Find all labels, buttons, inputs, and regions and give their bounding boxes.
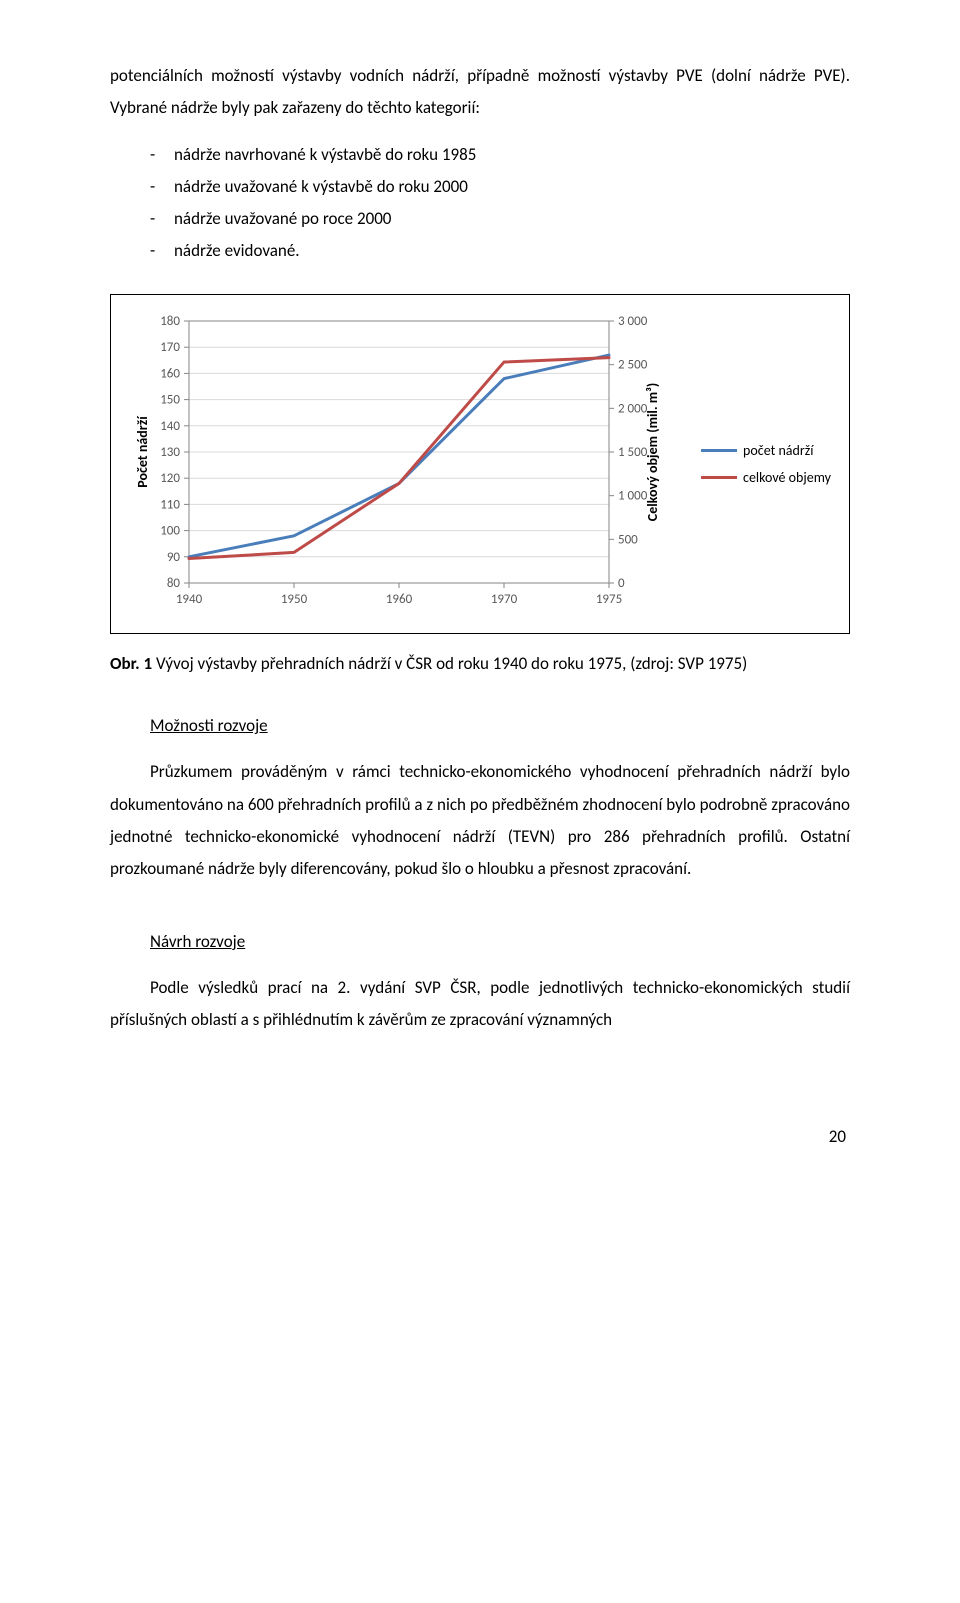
svg-text:180: 180: [160, 314, 180, 329]
category-list: -nádrže navrhované k výstavbě do roku 19…: [110, 139, 850, 268]
list-item-text: nádrže navrhované k výstavbě do roku 198…: [174, 139, 476, 171]
chart-legend: počet nádrží celkové objemy: [683, 442, 831, 486]
svg-text:130: 130: [160, 445, 180, 460]
svg-text:1970: 1970: [491, 592, 518, 607]
svg-text:500: 500: [618, 532, 638, 547]
document-page: potenciálních možností výstavby vodních …: [0, 0, 960, 1187]
paragraph-navrh: Podle výsledků prací na 2. vydání SVP ČS…: [110, 972, 850, 1037]
svg-text:110: 110: [160, 497, 180, 512]
intro-paragraph: potenciálních možností výstavby vodních …: [110, 60, 850, 125]
legend-label: počet nádrží: [743, 442, 813, 459]
svg-text:150: 150: [160, 392, 180, 407]
svg-text:100: 100: [160, 523, 180, 538]
list-item-text: nádrže evidované.: [174, 235, 300, 267]
svg-text:80: 80: [167, 576, 181, 591]
heading-moznosti: Možnosti rozvoje: [110, 710, 850, 742]
list-item-text: nádrže uvažované k výstavbě do roku 2000: [174, 171, 468, 203]
svg-text:1950: 1950: [281, 592, 308, 607]
chart-svg-container: 809010011012013014015016017018005001 000…: [129, 309, 683, 619]
list-item: -nádrže uvažované k výstavbě do roku 200…: [110, 171, 850, 203]
svg-text:140: 140: [160, 419, 180, 434]
legend-label: celkové objemy: [743, 469, 831, 486]
svg-text:2 500: 2 500: [618, 357, 648, 372]
line-chart: 809010011012013014015016017018005001 000…: [129, 309, 669, 619]
legend-row: počet nádrží: [701, 442, 831, 459]
list-item: -nádrže navrhované k výstavbě do roku 19…: [110, 139, 850, 171]
caption-label: Obr. 1: [110, 653, 152, 674]
bullet-icon: -: [150, 171, 174, 203]
svg-text:160: 160: [160, 366, 180, 381]
list-item: -nádrže evidované.: [110, 235, 850, 267]
chart-frame: 809010011012013014015016017018005001 000…: [110, 294, 850, 634]
bullet-icon: -: [150, 235, 174, 267]
svg-text:Počet nádrží: Počet nádrží: [134, 414, 151, 487]
svg-text:1940: 1940: [176, 592, 203, 607]
figure-caption: Obr. 1 Vývoj výstavby přehradních nádrží…: [110, 648, 850, 680]
caption-text: Vývoj výstavby přehradních nádrží v ČSR …: [152, 653, 747, 674]
svg-text:0: 0: [618, 576, 625, 591]
list-item-text: nádrže uvažované po roce 2000: [174, 203, 391, 235]
legend-row: celkové objemy: [701, 469, 831, 486]
svg-text:1975: 1975: [596, 592, 622, 607]
svg-text:90: 90: [167, 550, 181, 565]
paragraph-moznosti: Průzkumem prováděným v rámci technicko-e…: [110, 756, 850, 885]
svg-text:1960: 1960: [386, 592, 413, 607]
svg-text:Celkový objem (mil. m³): Celkový objem (mil. m³): [644, 383, 661, 521]
list-item: -nádrže uvažované po roce 2000: [110, 203, 850, 235]
svg-text:170: 170: [160, 340, 180, 355]
bullet-icon: -: [150, 139, 174, 171]
legend-color-swatch: [701, 449, 737, 452]
page-number: 20: [110, 1126, 850, 1147]
heading-navrh: Návrh rozvoje: [110, 926, 850, 958]
svg-text:3 000: 3 000: [618, 314, 648, 329]
legend-color-swatch: [701, 476, 737, 479]
svg-text:120: 120: [160, 471, 180, 486]
bullet-icon: -: [150, 203, 174, 235]
